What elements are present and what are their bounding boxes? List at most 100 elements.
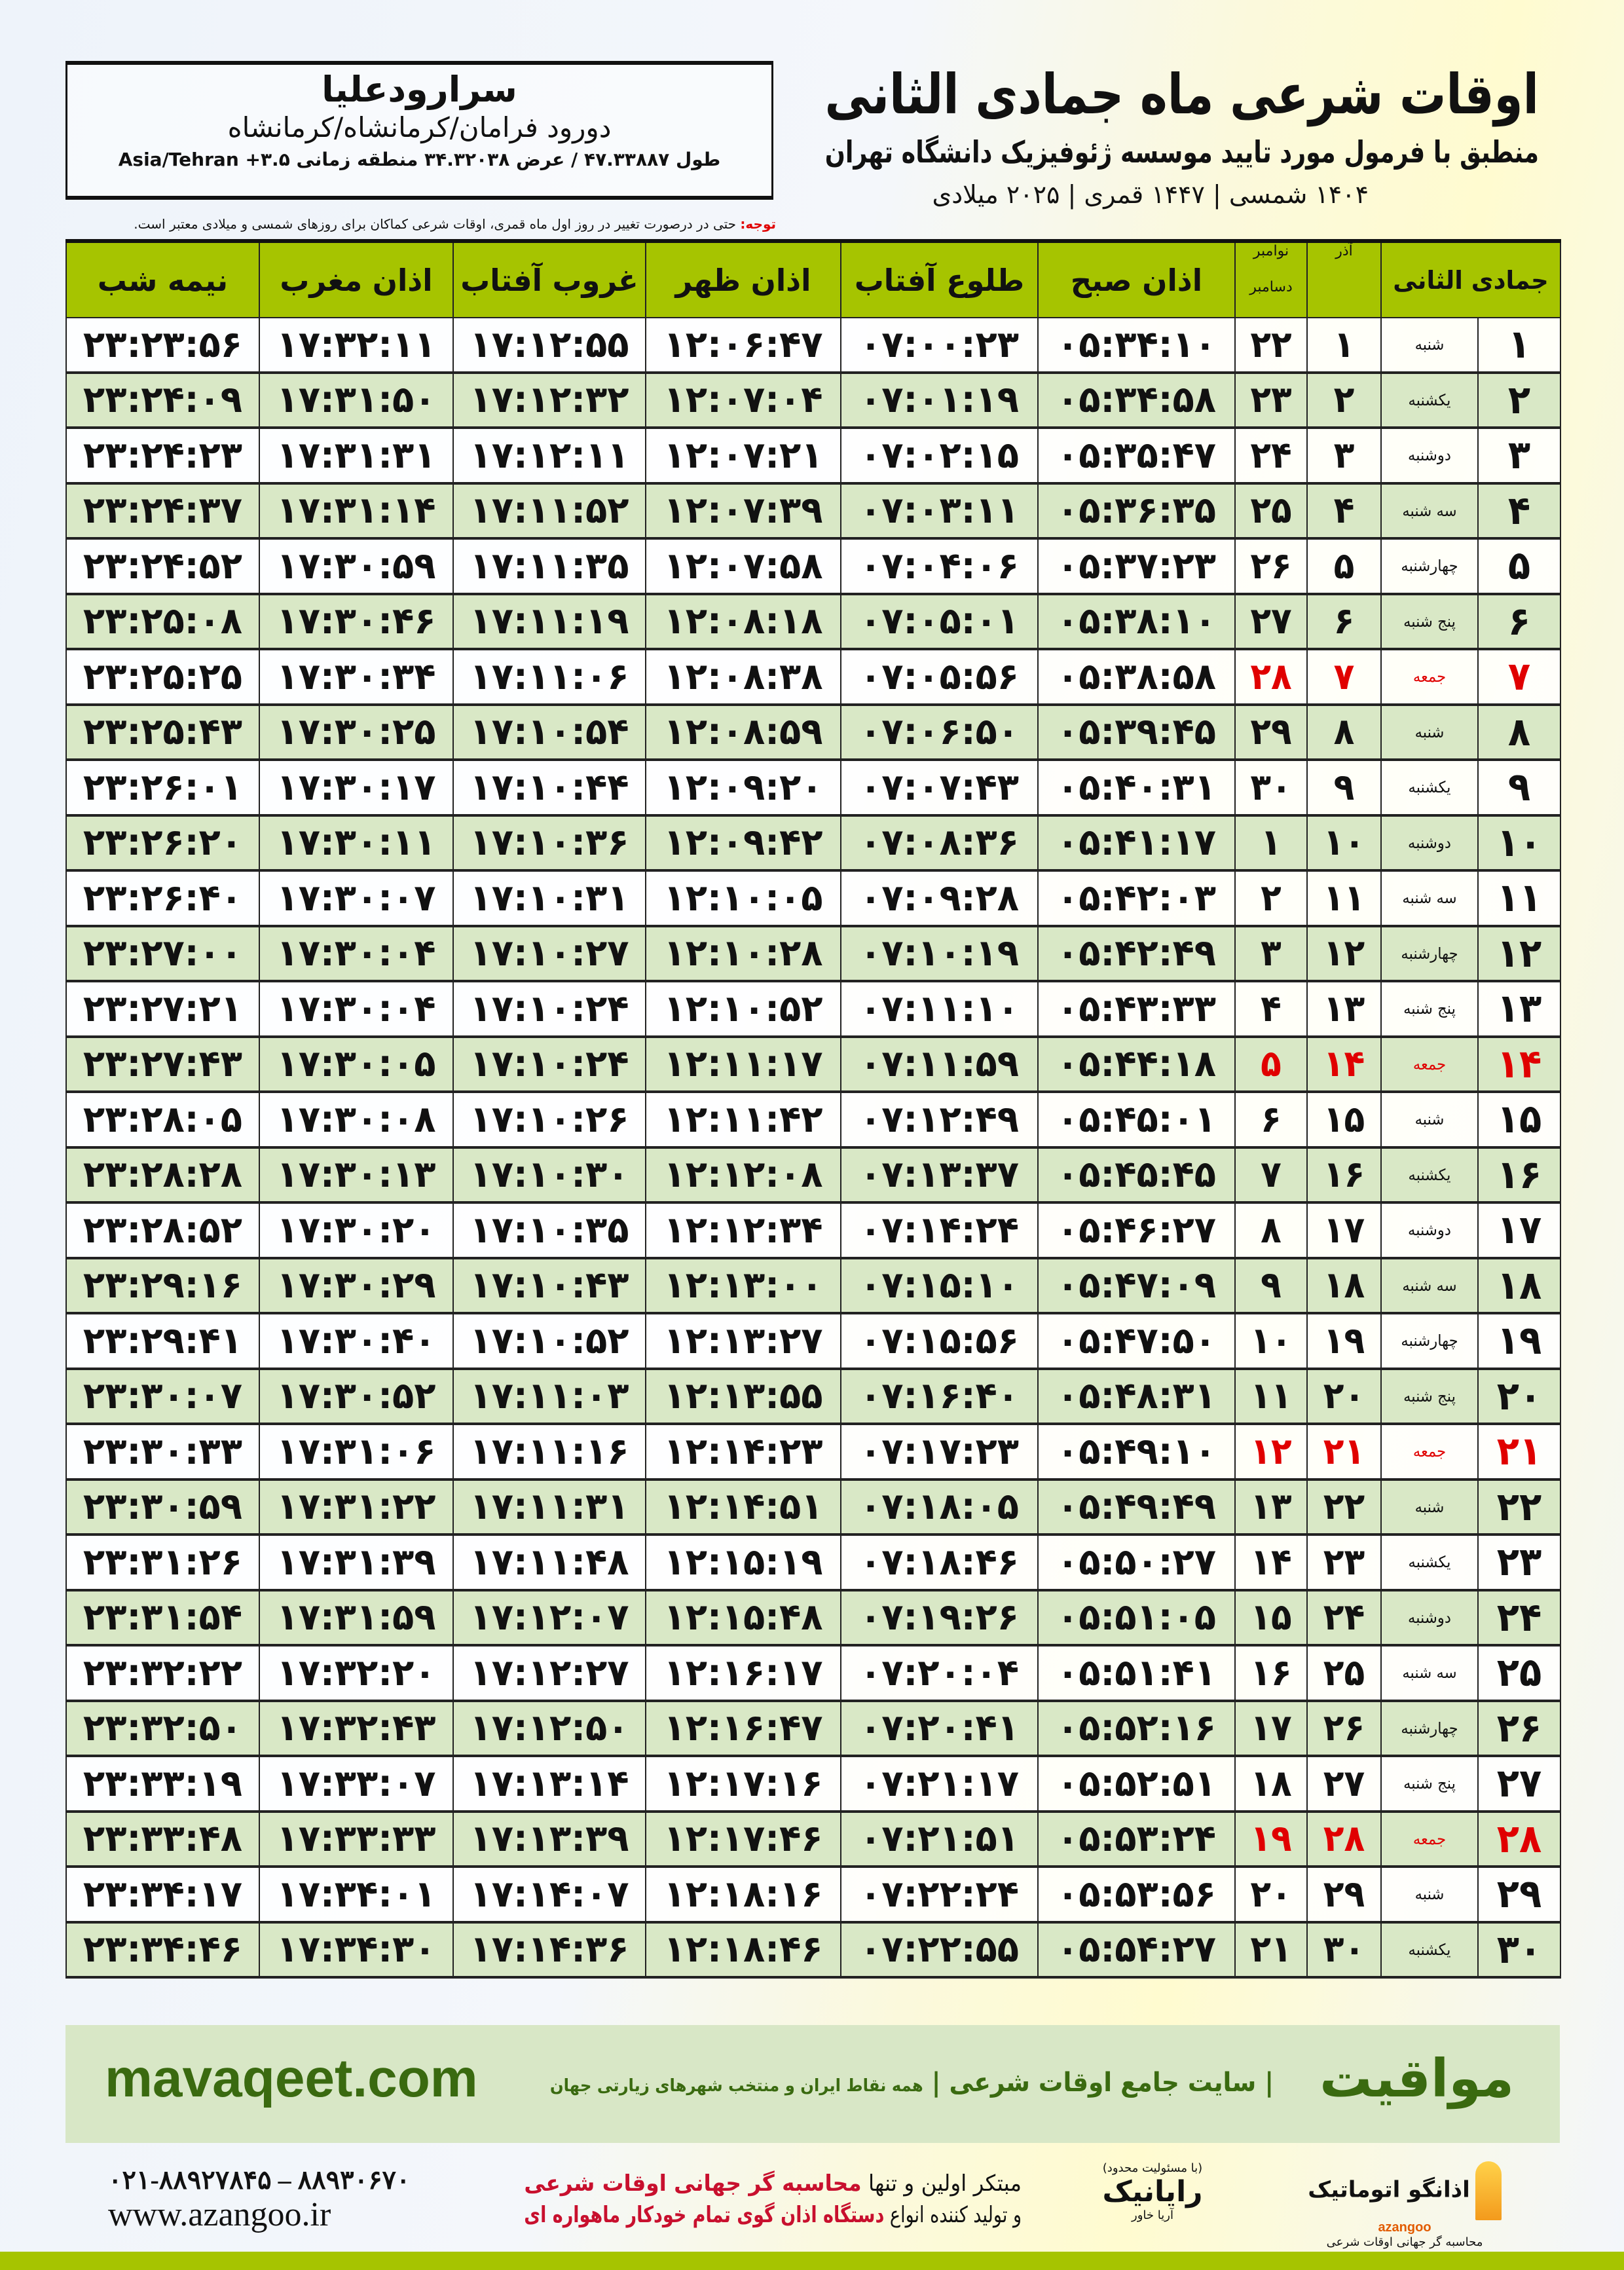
midnight-time: ۲۳:۲۸:۰۵ [65, 1091, 260, 1149]
dhuhr-time: ۱۲:۰۹:۲۰ [645, 759, 841, 817]
day-hijri: ۱۵ [1477, 1091, 1562, 1149]
midnight-time-text: ۲۳:۲۴:۵۲ [83, 544, 243, 587]
maghrib-time-text: ۱۷:۳۰:۴۶ [276, 600, 436, 643]
notice-label: توجه: [740, 216, 776, 232]
weekday-text: دوشنبه [1408, 1221, 1451, 1240]
header-azar: آذر [1306, 239, 1382, 318]
sunrise-time: ۰۷:۰۴:۰۶ [840, 538, 1039, 595]
day-hijri-text: ۳۰ [1496, 1926, 1542, 1973]
midnight-time: ۲۳:۳۴:۱۷ [65, 1866, 260, 1924]
rayanik-sub: آریا خاور [1132, 2208, 1173, 2222]
day-gregorian: ۲۳ [1234, 371, 1308, 429]
day-azar: ۱۰ [1306, 814, 1382, 872]
dhuhr-time: ۱۲:۱۷:۱۶ [645, 1755, 841, 1813]
day-gregorian-text: ۵ [1261, 1043, 1282, 1086]
weekday-text: یکشنبه [1408, 1165, 1451, 1184]
dhuhr-time-text: ۱۲:۱۲:۳۴ [663, 1208, 823, 1252]
fajr-time: ۰۵:۵۳:۲۴ [1037, 1810, 1236, 1868]
day-hijri: ۱۱ [1477, 870, 1562, 927]
year-info: ۱۴۰۴ شمسی | ۱۴۴۷ قمری | ۲۰۲۵ میلادی [932, 180, 1369, 209]
dhuhr-time: ۱۲:۱۲:۰۸ [645, 1146, 841, 1204]
table-row: ۲۳ یکشنبه ۲۳ ۱۴ ۰۵:۵۰:۲۷ ۰۷:۱۸:۴۶ ۱۲:۱۵:۱۹ ۱۷:۱… [65, 1534, 1562, 1591]
page-title: اوقات شرعی ماه جمادی الثانی [824, 62, 1539, 126]
dhuhr-time: ۱۲:۱۶:۱۷ [645, 1645, 841, 1702]
promo-2b: دستگاه اذان گوی تمام خودکار ماهواره ای [524, 2202, 885, 2228]
dhuhr-time-text: ۱۲:۰۶:۴۷ [663, 323, 823, 366]
azangoo-website-link[interactable]: www.azangoo.ir [108, 2196, 331, 2233]
sunset-time: ۱۷:۱۰:۲۴ [452, 980, 646, 1038]
fajr-time-text: ۰۵:۳۹:۴۵ [1056, 711, 1217, 754]
maghrib-time: ۱۷:۳۰:۱۱ [259, 814, 454, 872]
dhuhr-time: ۱۲:۱۸:۱۶ [645, 1866, 841, 1924]
day-gregorian-text: ۱۵ [1250, 1596, 1292, 1639]
day-gregorian-text: ۱ [1261, 821, 1282, 865]
mavaqeet-site-link[interactable]: mavaqeet.com [105, 2049, 478, 2108]
day-gregorian-text: ۱۶ [1250, 1651, 1292, 1694]
day-azar: ۹ [1306, 759, 1382, 817]
sunrise-time-text: ۰۷:۱۵:۱۰ [859, 1264, 1020, 1307]
day-gregorian-text: ۱۱ [1250, 1375, 1292, 1418]
sunset-time: ۱۷:۱۱:۳۱ [452, 1478, 646, 1536]
fajr-time-text: ۰۵:۵۱:۰۵ [1056, 1596, 1217, 1639]
dhuhr-time: ۱۲:۱۸:۴۶ [645, 1921, 841, 1979]
page-subtitle: منطبق با فرمول مورد تایید موسسه ژئوفیزیک… [824, 134, 1539, 170]
fajr-time: ۰۵:۴۵:۰۱ [1037, 1091, 1236, 1149]
day-azar: ۲۰ [1306, 1368, 1382, 1425]
sunrise-time-text: ۰۷:۰۴:۰۶ [859, 544, 1020, 587]
table-row: ۱۱ سه شنبه ۱۱ ۲ ۰۵:۴۲:۰۳ ۰۷:۰۹:۲۸ ۱۲:۱۰:۰۵ ۱۷:۱… [65, 870, 1562, 927]
maghrib-time-text: ۱۷:۳۱:۵۹ [276, 1596, 436, 1639]
dhuhr-time: ۱۲:۱۵:۱۹ [645, 1534, 841, 1591]
sunrise-time-text: ۰۷:۰۷:۴۳ [859, 766, 1020, 809]
midnight-time: ۲۳:۲۴:۲۳ [65, 427, 260, 485]
fajr-time: ۰۵:۳۴:۵۸ [1037, 371, 1236, 429]
header-hijri-cell: جمادی الثانی [1380, 239, 1562, 318]
day-gregorian-text: ۲۸ [1250, 655, 1292, 698]
sunrise-time: ۰۷:۰۷:۴۳ [840, 759, 1039, 817]
day-hijri: ۲۷ [1477, 1755, 1562, 1813]
weekday: سه شنبه [1380, 1257, 1479, 1314]
sunset-time-text: ۱۷:۱۲:۵۵ [470, 323, 629, 366]
location-region: دورود فرامان/کرمانشاه/کرمانشاه [227, 111, 612, 143]
fajr-time: ۰۵:۴۹:۴۹ [1037, 1478, 1236, 1536]
day-azar-text: ۱۶ [1323, 1153, 1365, 1197]
fajr-time-text: ۰۵:۴۵:۴۵ [1056, 1153, 1217, 1197]
maghrib-time: ۱۷:۳۱:۳۱ [259, 427, 454, 485]
fajr-time-text: ۰۵:۴۴:۱۸ [1056, 1043, 1217, 1086]
day-gregorian-text: ۸ [1261, 1208, 1282, 1252]
day-azar-text: ۱۲ [1323, 932, 1365, 975]
sunrise-time-text: ۰۷:۱۵:۵۶ [859, 1319, 1020, 1362]
sunset-time-text: ۱۷:۱۴:۳۶ [470, 1928, 629, 1971]
sunrise-time-text: ۰۷:۱۲:۴۹ [859, 1098, 1020, 1141]
sunset-time-text: ۱۷:۱۱:۳۵ [470, 544, 629, 587]
weekday: شنبه [1380, 703, 1479, 761]
day-hijri: ۱۴ [1477, 1035, 1562, 1093]
weekday-text: شنبه [1414, 1497, 1445, 1516]
table-row: ۳۰ یکشنبه ۳۰ ۲۱ ۰۵:۵۴:۲۷ ۰۷:۲۲:۵۵ ۱۲:۱۸:۴۶ ۱۷:۱… [65, 1921, 1562, 1979]
dhuhr-time-text: ۱۲:۱۱:۱۷ [663, 1043, 823, 1086]
maghrib-time: ۱۷:۳۰:۰۷ [259, 870, 454, 927]
sunrise-time: ۰۷:۰۶:۵۰ [840, 703, 1039, 761]
dhuhr-time-text: ۱۲:۱۱:۴۲ [663, 1098, 823, 1141]
location-box: سرارودعلیا دورود فرامان/کرمانشاه/کرمانشا… [65, 61, 773, 200]
day-azar-text: ۵ [1333, 544, 1355, 587]
midnight-time-text: ۲۳:۳۴:۱۷ [83, 1872, 243, 1916]
fajr-time: ۰۵:۳۶:۳۵ [1037, 482, 1236, 540]
day-hijri-text: ۱۲ [1496, 930, 1542, 977]
dhuhr-time-text: ۱۲:۱۰:۲۸ [663, 932, 823, 975]
weekday: پنج شنبه [1380, 980, 1479, 1038]
weekday: چهارشنبه [1380, 538, 1479, 595]
sunset-time: ۱۷:۱۲:۲۷ [452, 1645, 646, 1702]
sunset-time: ۱۷:۱۲:۵۰ [452, 1700, 646, 1757]
dhuhr-time: ۱۲:۰۹:۴۲ [645, 814, 841, 872]
maghrib-time: ۱۷:۳۲:۱۱ [259, 317, 454, 374]
day-azar: ۲۲ [1306, 1478, 1382, 1536]
maghrib-time-text: ۱۷:۳۰:۰۷ [276, 876, 436, 920]
midnight-time-text: ۲۳:۲۸:۵۲ [83, 1208, 243, 1252]
day-hijri: ۲۲ [1477, 1478, 1562, 1536]
table-row: ۲۵ سه شنبه ۲۵ ۱۶ ۰۵:۵۱:۴۱ ۰۷:۲۰:۰۴ ۱۲:۱۶:۱۷ ۱۷:… [65, 1645, 1562, 1702]
day-gregorian: ۴ [1234, 980, 1308, 1038]
midnight-time: ۲۳:۲۵:۲۵ [65, 648, 260, 706]
mavaqeet-tagline: | سایت جامع اوقات شرعی | همه نقاط ایران … [550, 2068, 1274, 2098]
dhuhr-time-text: ۱۲:۱۰:۵۲ [663, 987, 823, 1030]
maghrib-time-text: ۱۷:۳۰:۵۲ [276, 1375, 436, 1418]
